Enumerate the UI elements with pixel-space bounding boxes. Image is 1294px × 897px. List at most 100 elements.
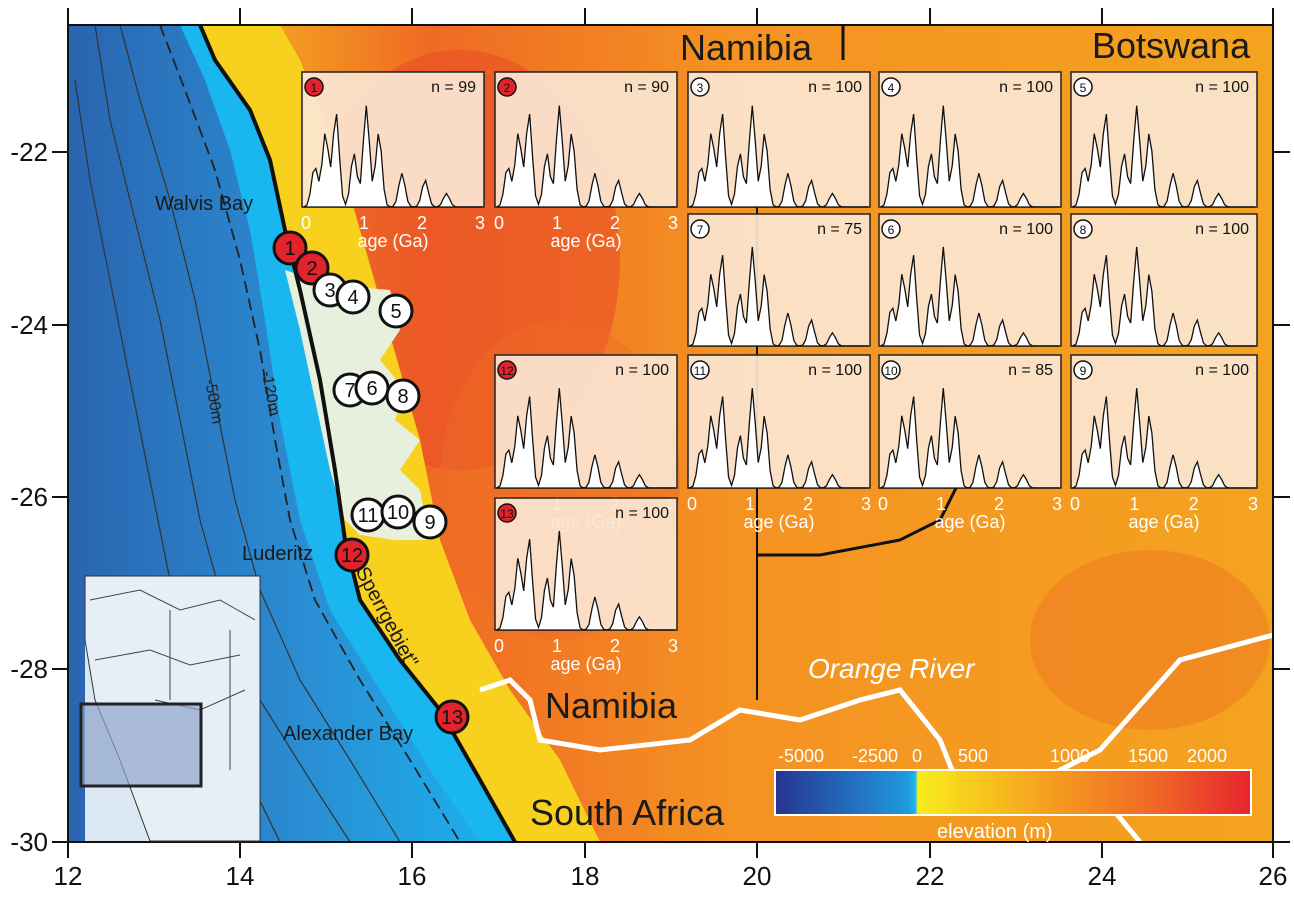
age-panel-6: 6 n = 100 <box>878 213 1062 347</box>
colorbar-tick: -5000 <box>778 746 824 766</box>
panel-tick: 0 <box>494 636 504 656</box>
panel-tick: 3 <box>1248 494 1258 514</box>
site-marker-11: 11 <box>350 497 386 533</box>
panel-axis-label: age (Ga) <box>743 512 814 532</box>
label-luderitz: Luderitz <box>242 543 313 565</box>
site-label: 2 <box>306 258 317 280</box>
age-panel-3: 3 n = 100 <box>687 71 871 208</box>
site-label: 13 <box>441 707 463 729</box>
panel-id: 12 <box>500 364 514 378</box>
panel-axis-label: age (Ga) <box>550 654 621 674</box>
site-marker-5: 5 <box>378 293 414 329</box>
panel-id: 2 <box>504 81 511 95</box>
y-tick-label: -28 <box>10 654 48 684</box>
age-panel-1: 1 n = 99 0 1 2 3 age (Ga) <box>301 71 485 251</box>
colorbar-tick: 2000 <box>1187 746 1227 766</box>
panel-tick: 1 <box>745 494 755 514</box>
panel-id: 1 <box>311 81 318 95</box>
site-label: 3 <box>324 280 335 302</box>
colorbar-tick: 500 <box>958 746 988 766</box>
site-label: 6 <box>366 378 377 400</box>
age-panel-8: 8 n = 100 <box>1070 213 1258 347</box>
panel-id: 6 <box>888 223 895 237</box>
site-marker-1: 1 <box>272 230 308 266</box>
site-label: 1 <box>284 238 295 260</box>
site-label: 7 <box>344 380 355 402</box>
panel-id: 9 <box>1080 364 1087 378</box>
panel-id-badge <box>690 219 710 239</box>
colorbar-tick: 1500 <box>1128 746 1168 766</box>
panel-n-count: n = 85 <box>1008 362 1053 379</box>
panel-id: 11 <box>694 364 707 378</box>
panel-n-count: n = 75 <box>817 221 862 238</box>
panel-n-count: n = 99 <box>431 79 476 96</box>
panel-n-count: n = 100 <box>808 362 862 379</box>
panel-tick: 0 <box>1070 494 1080 514</box>
panel-tick: 2 <box>417 213 427 233</box>
panel-n-count: n = 100 <box>999 221 1053 238</box>
panel-tick: 1 <box>552 636 562 656</box>
panel-id-badge <box>497 77 517 97</box>
site-marker-4: 4 <box>335 279 371 315</box>
panel-tick: 2 <box>1189 494 1199 514</box>
site-label: 11 <box>358 505 379 527</box>
panel-tick: 3 <box>861 494 871 514</box>
panel-tick: 1 <box>359 213 369 233</box>
panel-id-badge <box>690 77 710 97</box>
label-namibia-bottom: Namibia <box>545 685 678 726</box>
panel-tick: 1 <box>1129 494 1139 514</box>
panel-id: 10 <box>884 364 898 378</box>
panel-tick: 3 <box>475 213 485 233</box>
y-tick-label: -22 <box>10 137 48 167</box>
inset-map <box>79 575 261 842</box>
panel-tick: 2 <box>803 494 813 514</box>
age-panel-7: 7 n = 75 <box>687 213 871 347</box>
panel-axis-label: age (Ga) <box>550 231 621 251</box>
panel-tick: 2 <box>994 494 1004 514</box>
panel-tick: 3 <box>668 636 678 656</box>
site-label: 9 <box>424 512 435 534</box>
panel-tick: 3 <box>1052 494 1062 514</box>
x-tick-label: 16 <box>398 861 427 891</box>
x-tick-label: 20 <box>743 861 772 891</box>
x-tick-label: 18 <box>571 861 600 891</box>
x-tick-label: 22 <box>916 861 945 891</box>
y-tick-label: -30 <box>10 827 48 857</box>
label-namibia-top: Namibia <box>680 27 813 68</box>
panel-id-badge <box>690 360 710 380</box>
panel-id-badge <box>881 77 901 97</box>
site-marker-8: 8 <box>385 378 421 414</box>
colorbar-tick: -2500 <box>852 746 898 766</box>
age-panel-10: 10 n = 85 0 1 2 3 age (Ga) <box>878 354 1062 532</box>
colorbar: -5000 -2500 0 500 1000 1500 2000 elevation (m) <box>774 746 1252 843</box>
panel-id: 7 <box>697 223 704 237</box>
y-axis: -22 -24 -26 -28 -30 <box>10 137 1290 857</box>
panel-id: 3 <box>697 81 704 95</box>
panel-n-count: n = 100 <box>808 79 862 96</box>
panel-id: 5 <box>1080 81 1087 95</box>
age-panel-4: 4 n = 100 <box>878 71 1062 208</box>
label-south-africa: South Africa <box>530 792 725 833</box>
panel-id: 4 <box>888 81 895 95</box>
panel-id-badge <box>497 503 517 523</box>
panel-id: 13 <box>500 507 514 521</box>
site-marker-10: 10 <box>380 494 416 530</box>
site-label: 12 <box>341 545 363 567</box>
panel-tick: 1 <box>936 494 946 514</box>
label-walvis-bay: Walvis Bay <box>155 193 253 215</box>
panel-n-count: n = 90 <box>624 79 669 96</box>
colorbar-tick: 0 <box>912 746 922 766</box>
x-tick-label: 12 <box>54 861 83 891</box>
site-marker-9: 9 <box>412 504 448 540</box>
panel-tick: 0 <box>878 494 888 514</box>
panel-tick: 2 <box>610 636 620 656</box>
colorbar-label: elevation (m) <box>937 821 1053 843</box>
panel-n-count: n = 100 <box>615 505 669 522</box>
age-panel-2: 2 n = 90 0 1 2 3 age (Ga) <box>494 71 678 251</box>
panel-axis-label: age (Ga) <box>934 512 1005 532</box>
map-frame <box>67 24 1274 843</box>
inset-extent-box <box>79 702 203 788</box>
